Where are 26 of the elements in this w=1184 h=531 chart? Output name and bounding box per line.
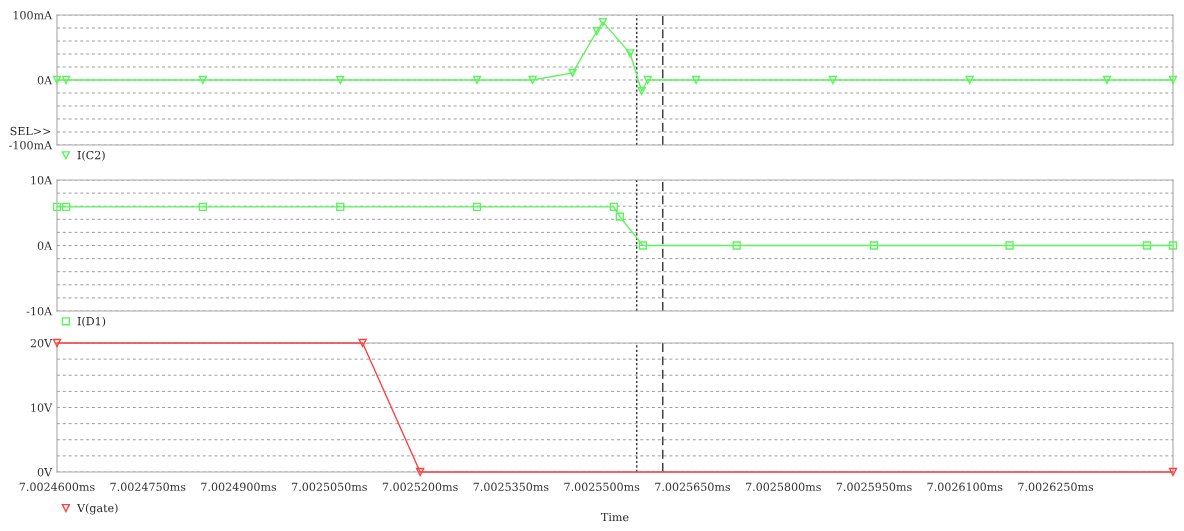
y-tick-label: 100mA [13, 10, 53, 20]
x-tick-label: 7.0026250ms [1018, 482, 1094, 492]
x-tick-label: 7.0024600ms [19, 482, 95, 492]
y-tick-label: -100mA [9, 140, 53, 150]
x-tick-label: 7.0026100ms [927, 482, 1003, 492]
legend-label: V(gate) [76, 503, 118, 515]
text: SEL>> [10, 126, 51, 136]
y-tick-label: -10A [26, 306, 53, 316]
y-tick-label: 0A [37, 75, 53, 85]
y-tick-label: 20V [30, 338, 53, 348]
x-tick-label: 7.0025350ms [473, 482, 549, 492]
x-tick-label: 7.0024900ms [201, 482, 277, 492]
x-tick-label: 7.0025200ms [382, 482, 458, 492]
x-tick-label: 7.0025050ms [292, 482, 367, 492]
legend-label: I(D1) [77, 316, 106, 327]
x-tick-label: 7.0025650ms [655, 482, 731, 492]
x-tick-label: 7.0024750ms [110, 482, 186, 492]
y-tick-label: 0A [37, 241, 53, 250]
x-axis-title: Time [601, 512, 629, 522]
legend-label: I(C2) [77, 150, 105, 161]
x-tick-label: 7.0025500ms [564, 482, 640, 492]
x-tick-label: 7.0025800ms [746, 482, 821, 492]
y-tick-label: 0V [37, 467, 53, 477]
y-tick-label: 10A [31, 175, 53, 185]
y-tick-label: 10V [31, 403, 53, 412]
x-tick-label: 7.0025950ms [836, 482, 912, 492]
